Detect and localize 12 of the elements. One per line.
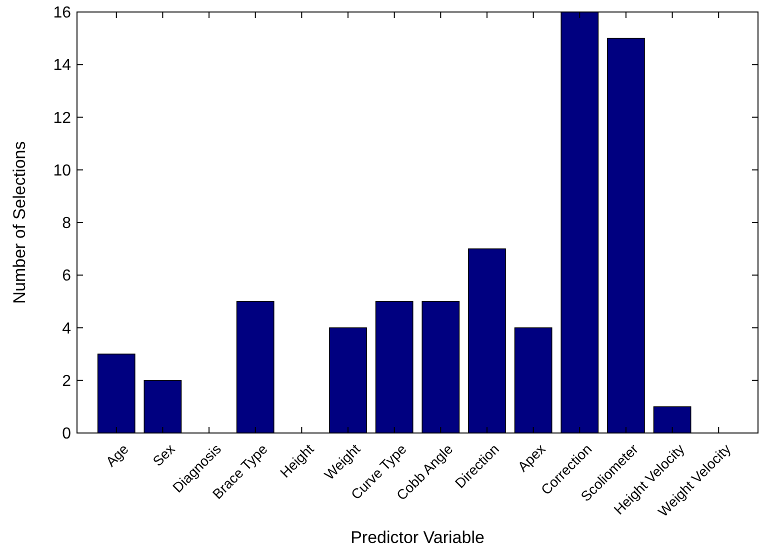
x-tick-label: Age — [102, 440, 132, 470]
y-tick-label: 6 — [62, 268, 72, 285]
x-axis-title: Predictor Variable — [350, 528, 484, 547]
y-tick-label: 14 — [53, 57, 72, 74]
y-tick-label: 0 — [62, 426, 72, 443]
y-tick-label: 4 — [62, 320, 72, 338]
y-tick-label: 16 — [53, 4, 72, 22]
y-axis-title: Number of Selections — [10, 141, 29, 304]
y-tick-label: 8 — [62, 215, 72, 232]
y-tick-label: 10 — [53, 162, 72, 180]
y-tick-label: 2 — [62, 372, 72, 390]
y-tick-label: 12 — [53, 110, 72, 127]
